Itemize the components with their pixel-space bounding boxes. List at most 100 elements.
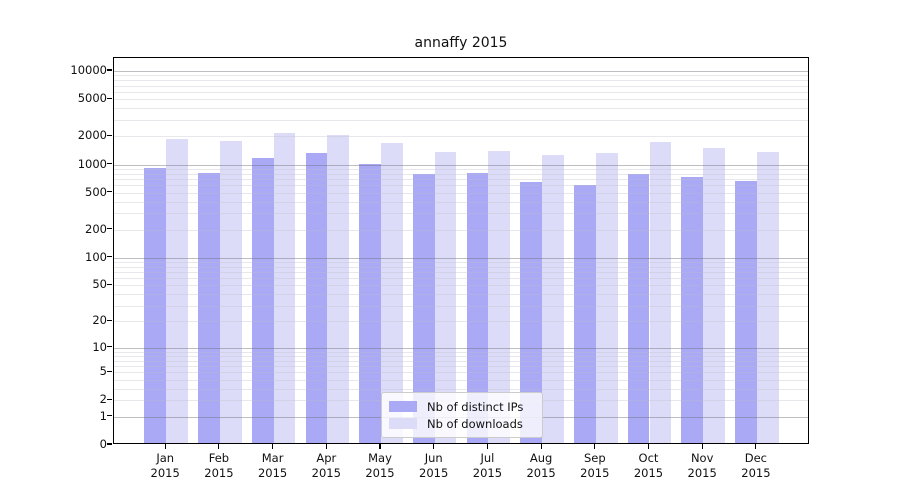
bar-downloads-sep	[595, 153, 618, 443]
xtick-label-apr: Apr 2015	[311, 451, 341, 480]
ytick-mark	[107, 370, 112, 372]
bar-distinct-ips-apr	[305, 153, 328, 443]
gridline-minor	[114, 278, 808, 280]
gridline-minor	[114, 360, 808, 362]
ytick-mark	[107, 443, 112, 445]
ytick-mark	[107, 228, 112, 230]
gridline-major	[114, 257, 808, 259]
ytick-mark	[107, 97, 112, 99]
bar-distinct-ips-aug	[520, 182, 543, 443]
legend: Nb of distinct IPs Nb of downloads	[381, 392, 543, 438]
gridline-minor	[114, 379, 808, 381]
bar-distinct-ips-may	[359, 164, 381, 443]
ytick-mark	[107, 283, 112, 285]
xtick-label-nov: Nov 2015	[687, 451, 717, 480]
gridline-major	[114, 164, 808, 166]
legend-swatch-downloads-icon	[389, 418, 417, 429]
gridline-minor	[114, 201, 808, 203]
xtick-label-sep: Sep 2015	[580, 451, 610, 480]
bar-distinct-ips-jun	[412, 174, 435, 443]
gridline-minor	[114, 271, 808, 273]
chart-title: annaffy 2015	[414, 35, 508, 51]
gridline-major	[114, 347, 808, 349]
ytick-label-500: 500	[85, 184, 107, 199]
xtick-mark	[325, 444, 327, 449]
bar-distinct-ips-sep	[574, 184, 596, 443]
gridline-minor	[114, 119, 808, 121]
bar-distinct-ips-jul	[466, 172, 489, 443]
gridline-minor	[114, 294, 808, 296]
ytick-label-200: 200	[85, 221, 107, 236]
ytick-label-10000: 10000	[70, 63, 107, 77]
gridline-minor	[114, 351, 808, 353]
ytick-label-2: 2	[99, 392, 107, 407]
xtick-mark	[486, 444, 488, 449]
bar-downloads-jan	[166, 139, 188, 443]
gridline-minor	[114, 305, 808, 307]
bar-downloads-feb	[219, 141, 242, 443]
xtick-label-jun: Jun 2015	[419, 451, 449, 480]
bar-downloads-apr	[327, 135, 350, 443]
bar-downloads-jun	[434, 152, 457, 443]
gridline-minor	[114, 91, 808, 93]
bar-downloads-nov	[703, 148, 725, 443]
ytick-mark	[107, 319, 112, 321]
gridline-minor	[114, 285, 808, 287]
legend-item-downloads: Nb of downloads	[389, 415, 534, 432]
xtick-label-mar: Mar 2015	[257, 451, 288, 480]
ytick-mark	[107, 162, 112, 165]
xtick-mark	[218, 444, 220, 449]
bar-downloads-may	[381, 143, 403, 443]
xtick-label-may: May 2015	[365, 451, 395, 480]
xtick-mark	[540, 444, 542, 449]
legend-item-distinct-ips: Nb of distinct IPs	[389, 398, 534, 415]
gridline-minor	[114, 321, 808, 323]
xtick-label-jan: Jan 2015	[150, 451, 180, 480]
xtick-mark	[594, 444, 596, 449]
ytick-label-5: 5	[99, 364, 107, 379]
ytick-mark	[107, 191, 112, 193]
xtick-label-aug: Aug 2015	[526, 451, 556, 480]
xtick-label-jul: Jul 2015	[472, 451, 503, 480]
gridline-minor	[114, 213, 808, 215]
bar-distinct-ips-jan	[144, 168, 167, 443]
ytick-mark	[107, 415, 112, 417]
gridline-minor	[114, 80, 808, 82]
ytick-label-50: 50	[92, 277, 107, 292]
gridline-minor	[114, 192, 808, 194]
legend-swatch-distinct-ips-icon	[389, 401, 417, 412]
xtick-mark	[379, 444, 381, 449]
ytick-label-1: 1	[99, 408, 107, 423]
bar-distinct-ips-oct	[627, 173, 650, 443]
xtick-mark	[433, 444, 435, 449]
bar-distinct-ips-nov	[681, 177, 704, 443]
xtick-mark	[647, 444, 650, 449]
gridline-minor	[114, 178, 808, 180]
gridline-minor	[114, 372, 808, 374]
plot-area: Nb of distinct IPs Nb of downloads	[113, 57, 809, 444]
ytick-label-20: 20	[92, 313, 107, 328]
gridline-minor	[114, 108, 808, 110]
xtick-label-oct: Oct 2015	[633, 451, 664, 480]
xtick-label-feb: Feb 2015	[204, 451, 234, 480]
gridline-minor	[114, 136, 808, 138]
ytick-label-10: 10	[92, 339, 107, 354]
gridline-minor	[114, 173, 808, 175]
xtick-mark	[755, 444, 757, 449]
bar-downloads-dec	[756, 151, 779, 443]
ytick-label-100: 100	[85, 249, 107, 264]
gridline-major	[114, 71, 808, 72]
gridline-minor	[114, 75, 808, 77]
ytick-mark	[107, 256, 112, 258]
bar-downloads-jul	[488, 150, 511, 443]
bar-distinct-ips-dec	[735, 181, 757, 443]
xtick-mark	[701, 444, 703, 449]
bar-distinct-ips-feb	[198, 172, 220, 443]
ytick-label-0: 0	[99, 437, 107, 451]
ytick-label-5000: 5000	[77, 91, 107, 106]
gridline-minor	[114, 388, 808, 390]
bar-downloads-oct	[649, 142, 672, 443]
xtick-label-dec: Dec 2015	[741, 451, 771, 480]
gridline-minor	[114, 229, 808, 231]
